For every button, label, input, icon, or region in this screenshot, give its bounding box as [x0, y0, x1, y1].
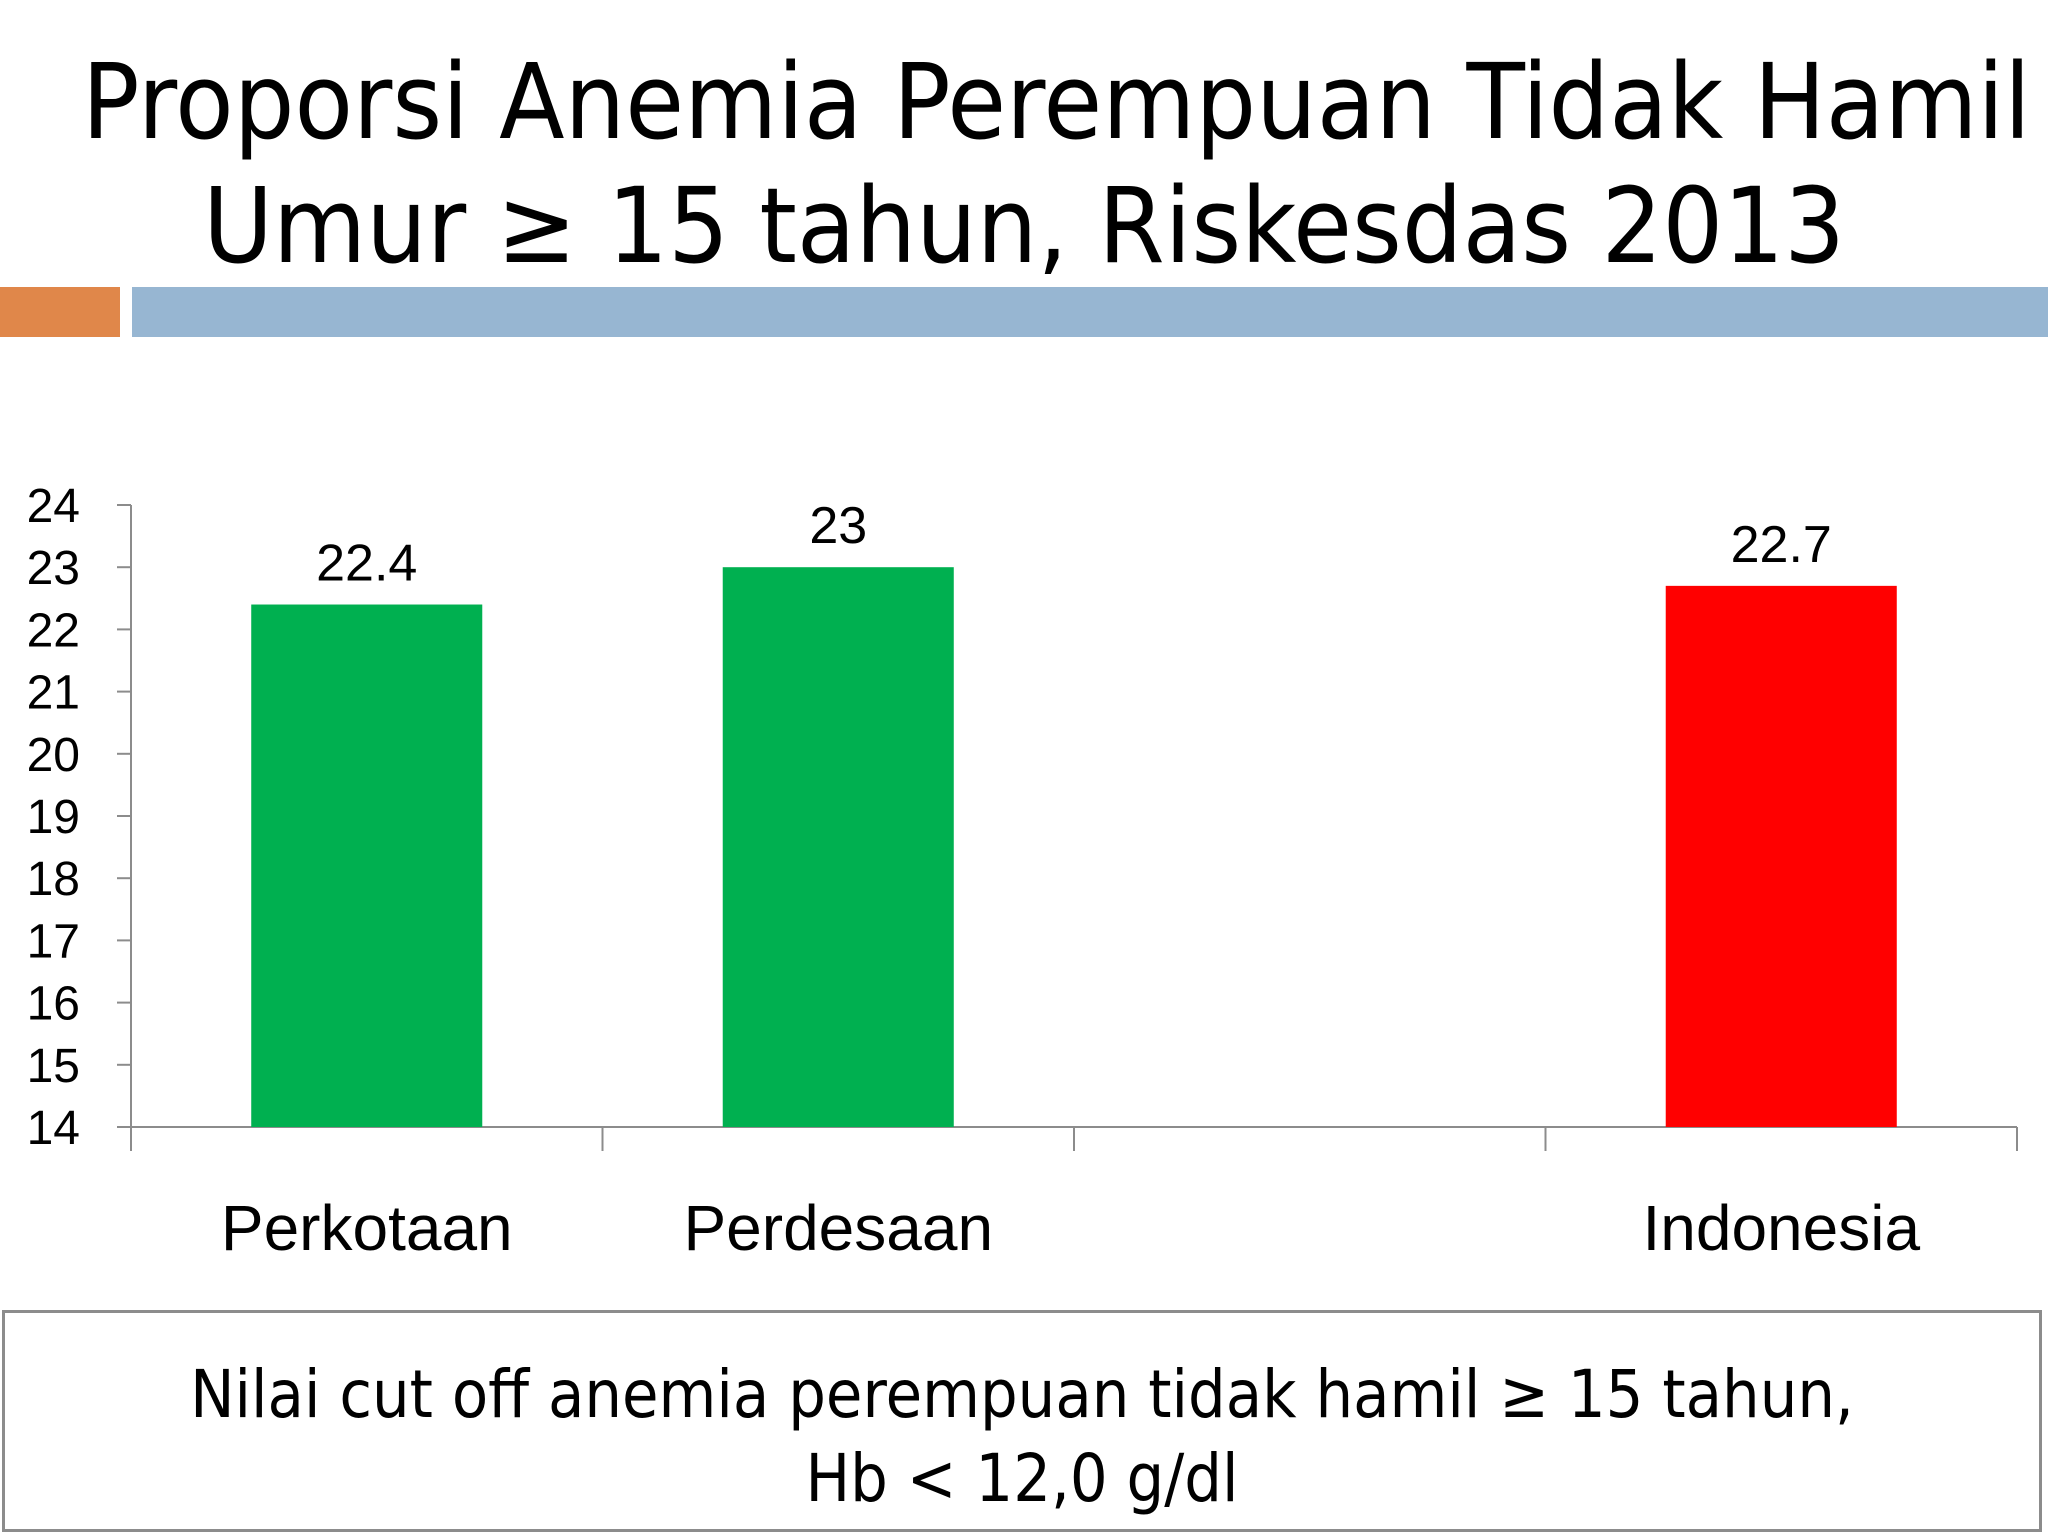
data-label: 22.4: [316, 535, 417, 593]
y-tick-label: 24: [27, 480, 80, 533]
y-tick-label: 17: [27, 915, 80, 968]
note-text: Nilai cut off anemia perempuan tidak ham…: [107, 1353, 1938, 1521]
data-labels: 22.4 23 22.7: [316, 497, 1832, 592]
data-label: 22.7: [1731, 516, 1832, 574]
note-line-2: Hb < 12,0 g/dl: [805, 1440, 1239, 1517]
x-category-label: Indonesia: [1642, 1192, 1920, 1264]
y-tick-label: 14: [27, 1102, 80, 1155]
bar: [722, 567, 954, 1127]
y-tick-label: 23: [27, 542, 80, 595]
bar: [1665, 585, 1897, 1127]
x-category-label: Perdesaan: [683, 1192, 993, 1264]
title-line-2: Umur ≥ 15 tahun, Riskesdas 2013: [202, 165, 1846, 287]
bar-chart: 14 15 16 17 18 19 20 21 22 23 24 Perkotaan Perdesaa…: [27, 480, 2018, 1264]
y-axis: 14 15 16 17 18 19 20 21 22 23 24: [27, 480, 132, 1155]
y-tick-label: 21: [27, 667, 80, 720]
y-tick-label: 18: [27, 853, 80, 906]
x-axis: Perkotaan Perdesaan Indonesia: [130, 1126, 2018, 1264]
y-tick-label: 22: [27, 604, 80, 657]
y-tick-label: 15: [27, 1040, 80, 1093]
bars: [251, 567, 1897, 1127]
note-line-1: Nilai cut off anemia perempuan tidak ham…: [190, 1356, 1854, 1433]
title-line-1: Proporsi Anemia Perempuan Tidak Hamil: [81, 41, 2031, 163]
y-tick-label: 16: [27, 978, 80, 1031]
y-tick-label: 20: [27, 729, 80, 782]
accent-bar-blue: [132, 287, 2048, 337]
data-label: 23: [809, 497, 867, 555]
slide-title: Proporsi Anemia Perempuan Tidak Hamil Um…: [81, 40, 2031, 288]
bar: [251, 604, 483, 1127]
note-box: Nilai cut off anemia perempuan tidak ham…: [2, 1310, 2042, 1532]
accent-bar-orange: [0, 287, 120, 337]
y-tick-label: 19: [27, 791, 80, 844]
x-category-label: Perkotaan: [221, 1192, 513, 1264]
